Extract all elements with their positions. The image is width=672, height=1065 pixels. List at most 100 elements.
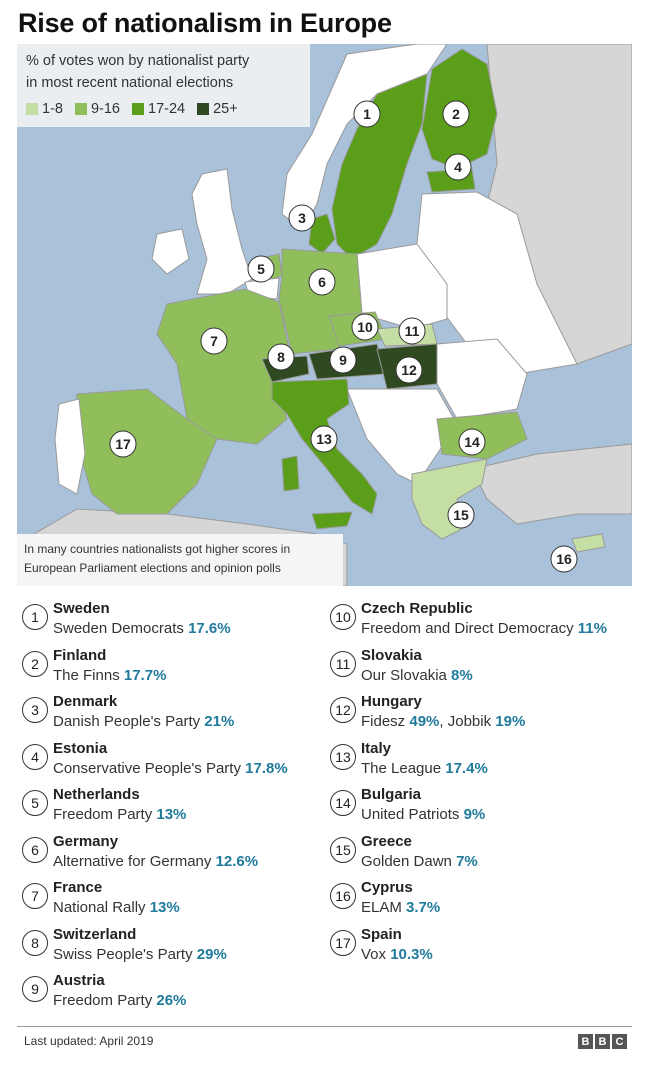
vote-percentage: 13%	[149, 899, 180, 916]
map-marker-circle	[550, 545, 578, 573]
map-marker-circle	[395, 356, 423, 384]
party-line: Conservative People's Party 17.8%	[53, 760, 288, 777]
country-number-badge: 13	[330, 743, 356, 770]
map-marker-number: 16	[556, 551, 572, 567]
map-marker-italy: 13	[310, 425, 338, 453]
map-marker-number: 2	[452, 106, 460, 122]
country-number-badge: 11	[330, 650, 356, 677]
country-name: Greece	[361, 832, 412, 850]
map-marker-number: 15	[453, 507, 469, 523]
party-name: Freedom Party	[53, 806, 153, 823]
map-marker-number: 10	[357, 319, 373, 335]
country-number-badge: 2	[22, 650, 48, 677]
map-marker-circle	[353, 100, 381, 128]
bbc-logo-b1: B	[578, 1034, 593, 1049]
legend-swatch	[74, 103, 87, 115]
legend-item: 17-24	[132, 101, 185, 117]
party-line: Danish People's Party 21%	[53, 713, 234, 730]
map-marker-austria: 9	[329, 346, 357, 374]
map-marker-number: 4	[454, 159, 462, 175]
map-marker-number: 11	[405, 323, 420, 339]
country-name: Austria	[53, 972, 105, 989]
map-marker-circle	[442, 100, 470, 128]
country-name: Italy	[361, 739, 392, 757]
country-number-badge: 14	[330, 790, 356, 816]
party-name: United Patriots	[361, 806, 460, 823]
region-romania	[436, 338, 528, 420]
party-name-2: Jobbik	[447, 713, 492, 730]
map-marker-number: 12	[401, 362, 417, 378]
vote-percentage: 17.8%	[245, 759, 288, 777]
map-marker-cyprus: 16	[550, 545, 578, 573]
vote-percentage: 26%	[156, 992, 187, 1009]
vote-percentage: 29%	[196, 945, 227, 963]
map-marker-number: 14	[464, 434, 480, 450]
legend-item: 1-8	[26, 101, 63, 117]
country-name: Slovakia	[361, 646, 422, 664]
country-number-badge: 5	[22, 790, 48, 816]
vote-percentage: 3.7%	[406, 899, 441, 916]
party-line: Our Slovakia 8%	[361, 667, 473, 684]
party-name: Sweden Democrats	[53, 620, 184, 637]
country-number-badge: 17	[330, 929, 356, 956]
legend-label: 1-8	[42, 101, 63, 117]
map-marker-netherlands: 5	[247, 255, 275, 283]
country-name: Finland	[53, 646, 107, 664]
map-marker-finland: 2	[442, 100, 470, 128]
party-line: Sweden Democrats 17.6%	[53, 620, 231, 637]
map-marker-number: 7	[210, 333, 218, 349]
region-ireland	[151, 228, 190, 275]
country-name: Spain	[361, 925, 402, 943]
country-number-badge: 6	[22, 836, 48, 863]
party-line: ELAM 3.7%	[361, 899, 440, 916]
legend-label: 9-16	[90, 101, 120, 117]
country-name: Czech Republic	[361, 600, 473, 617]
party-line: The League 17.4%	[361, 760, 488, 777]
map-marker-greece: 15	[447, 501, 475, 529]
map-marker-number: 9	[339, 352, 347, 368]
map-marker-sweden: 1	[353, 100, 381, 128]
map-marker-number: 3	[298, 210, 306, 226]
country-number-badge: 12	[330, 697, 356, 723]
country-name: Switzerland	[53, 925, 137, 943]
party-separator: ,	[439, 713, 448, 730]
region-greece	[411, 458, 488, 540]
map-marker-number: 5	[257, 261, 265, 277]
vote-percentage: 8%	[451, 666, 473, 684]
party-line: Freedom and Direct Democracy 11%	[361, 620, 607, 637]
vote-percentage: 49%	[409, 713, 440, 730]
vote-percentage: 17.7%	[123, 666, 167, 684]
note-line2: European Parliament elections and opinio…	[24, 561, 281, 575]
map-marker-spain: 17	[109, 430, 137, 458]
region-cyprus	[571, 533, 606, 553]
country-name: Hungary	[361, 693, 422, 710]
map-marker-circle	[458, 428, 486, 456]
country-number-badge: 8	[22, 929, 48, 956]
legend-title-line2: in most recent national elections	[26, 75, 234, 91]
party-line: Vox 10.3%	[361, 946, 433, 963]
bbc-logo-c: C	[612, 1034, 627, 1049]
party-name: Swiss People's Party	[53, 945, 193, 963]
party-line: Freedom Party 26%	[53, 992, 186, 1009]
legend-label: 25+	[213, 101, 238, 117]
party-name: National Rally	[53, 899, 146, 916]
party-line: The Finns 17.7%	[53, 667, 166, 684]
vote-percentage-2: 19%	[495, 713, 526, 730]
map-marker-number: 17	[115, 436, 131, 452]
country-name: Estonia	[53, 739, 108, 757]
vote-percentage: 13%	[156, 806, 187, 823]
party-line: Freedom Party 13%	[53, 806, 186, 823]
map-marker-circle	[310, 425, 338, 453]
country-number-badge: 16	[330, 883, 356, 909]
country-name: Germany	[53, 832, 119, 850]
country-name: Denmark	[53, 693, 118, 710]
map-marker-circle	[247, 255, 275, 283]
region-turkey	[471, 443, 632, 525]
map-marker-circle	[308, 268, 336, 296]
legend-item: 9-16	[74, 101, 120, 117]
map-marker-estonia: 4	[444, 153, 472, 181]
map-marker-circle	[267, 343, 295, 371]
map-marker-circle	[398, 317, 426, 345]
country-name: Sweden	[53, 600, 110, 617]
